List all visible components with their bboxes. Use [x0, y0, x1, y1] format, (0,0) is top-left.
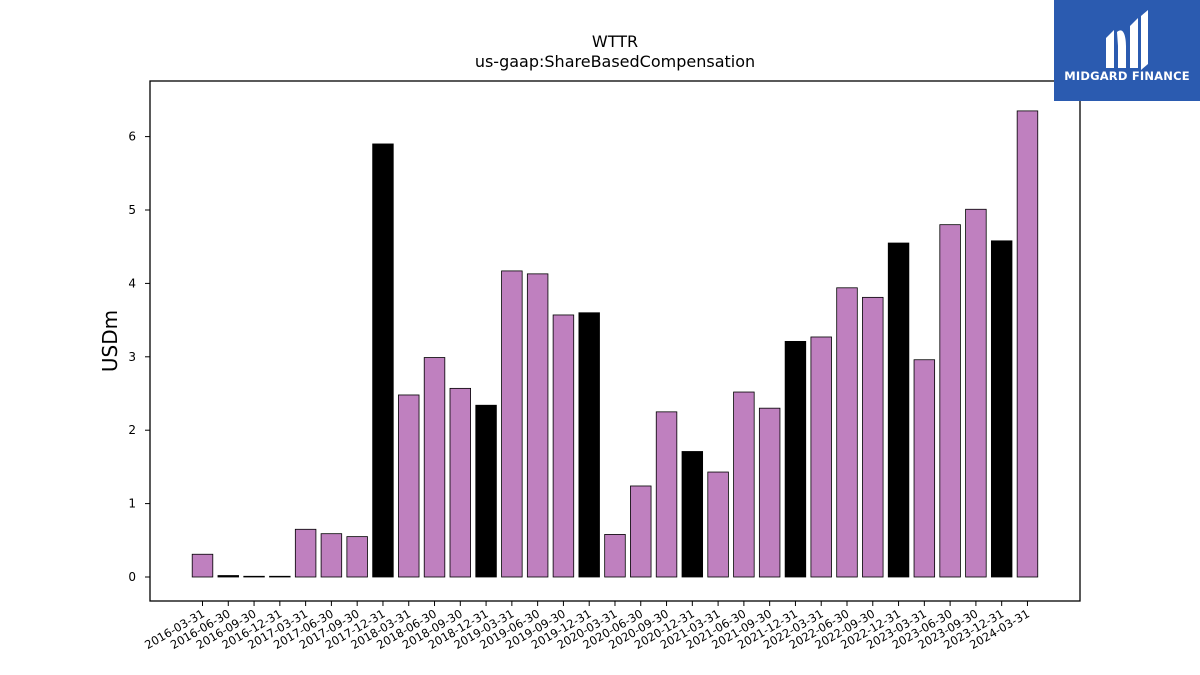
bars-group	[191, 110, 1039, 578]
bar-2023-06-30	[939, 224, 961, 578]
bar-2017-06-30	[320, 533, 343, 578]
y-tick-label: 4	[128, 276, 136, 290]
bar-2024-03-31	[1016, 110, 1039, 578]
bar-2016-09-30	[243, 575, 265, 578]
bar-2019-06-30	[526, 273, 549, 578]
bar-2023-12-31	[990, 240, 1013, 578]
y-axis-ticks: 0 1 2 3 4 5 6	[128, 130, 150, 584]
bar-2019-03-31	[501, 270, 523, 578]
x-axis-ticks: 2016-03-312016-06-302016-09-302016-12-31…	[142, 601, 1032, 652]
bar-2018-06-30	[423, 357, 446, 578]
bar-2022-12-31	[887, 242, 910, 578]
y-tick-label: 0	[128, 570, 136, 584]
logo-mark-icon	[1106, 10, 1148, 70]
y-tick-label: 5	[128, 203, 136, 217]
logo-text: MIDGARD FINANCE	[1064, 69, 1190, 83]
bar-2017-03-31	[294, 528, 317, 578]
midgard-finance-logo: MIDGARD FINANCE	[1054, 0, 1200, 101]
bar-2021-06-30	[733, 391, 755, 578]
bar-2022-06-30	[836, 287, 858, 578]
bar-2020-06-30	[630, 485, 652, 578]
bar-2019-12-31	[578, 312, 600, 578]
bar-2019-09-30	[552, 314, 575, 578]
chart-subtitle: us-gaap:ShareBasedCompensation	[474, 52, 756, 71]
bar-2021-03-31	[707, 471, 729, 578]
bar-2021-12-31	[784, 340, 807, 578]
bar-2023-03-31	[913, 359, 936, 578]
bar-2023-09-30	[965, 208, 987, 578]
bar-2018-12-31	[475, 404, 497, 578]
plot-frame	[149, 80, 1081, 602]
bar-2018-09-30	[449, 387, 472, 578]
bar-2020-12-31	[681, 451, 704, 578]
bar-2016-12-31	[269, 575, 291, 578]
y-tick-label: 3	[128, 350, 136, 364]
y-tick-label: 1	[128, 497, 136, 511]
bar-2016-06-30	[217, 575, 239, 578]
bar-2020-09-30	[655, 411, 678, 578]
bar-2018-03-31	[398, 394, 420, 578]
bar-2017-09-30	[346, 536, 368, 578]
bar-2020-03-31	[604, 534, 626, 578]
bar-2017-12-31	[372, 143, 394, 578]
bar-2022-03-31	[810, 336, 832, 578]
bar-2021-09-30	[758, 407, 781, 578]
y-tick-label: 2	[128, 423, 136, 437]
y-axis-label: USDm	[98, 310, 122, 372]
chart-title: WTTR	[591, 32, 639, 51]
bar-2022-09-30	[862, 296, 884, 578]
y-tick-label: 6	[128, 130, 136, 144]
bar-2016-03-31	[191, 553, 214, 578]
